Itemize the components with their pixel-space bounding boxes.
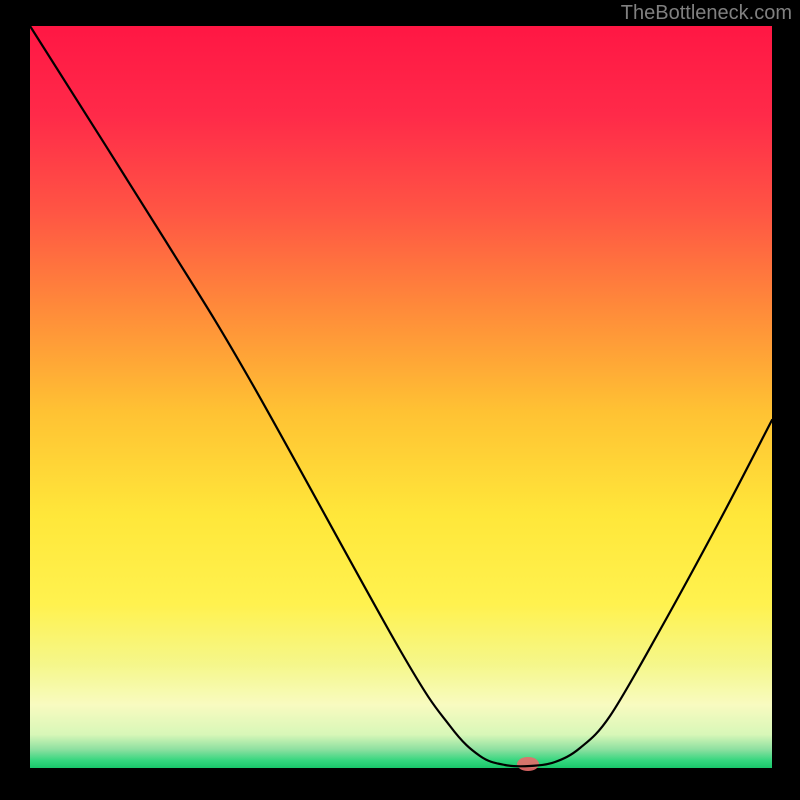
optimal-point-marker <box>517 757 539 771</box>
chart-container: TheBottleneck.com <box>0 0 800 800</box>
bottleneck-chart <box>0 0 800 800</box>
watermark-text: TheBottleneck.com <box>621 2 792 25</box>
plot-background <box>30 26 772 768</box>
